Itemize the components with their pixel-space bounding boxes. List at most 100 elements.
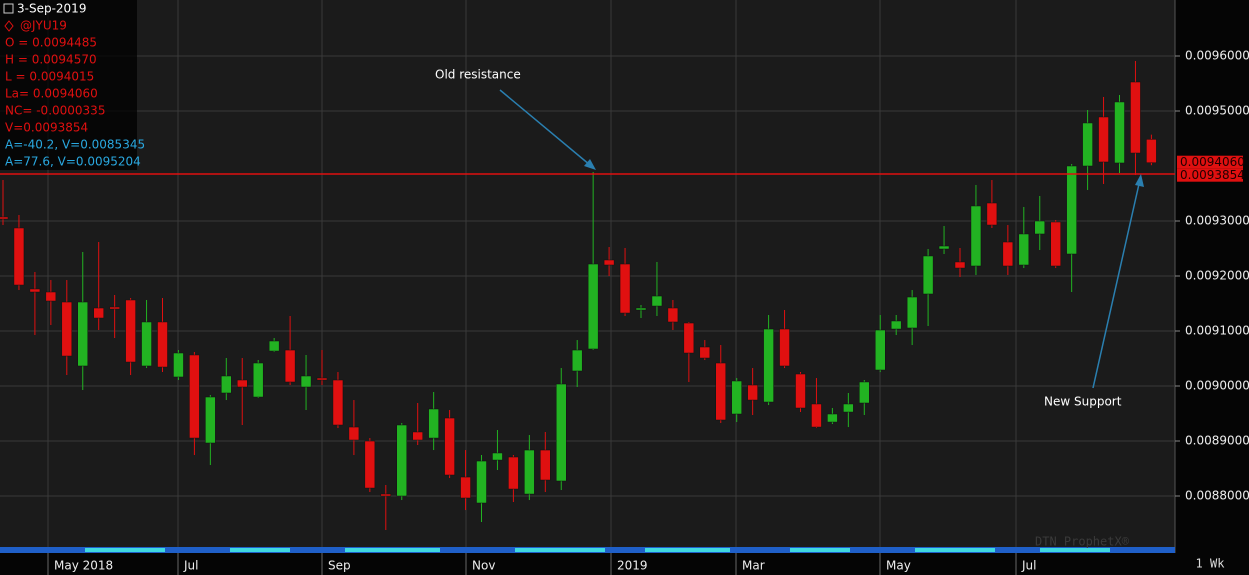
candle-body (859, 381, 870, 404)
candle-body (1018, 233, 1030, 266)
candle-body (125, 299, 136, 363)
candle-body (460, 476, 471, 499)
candle-body (205, 396, 216, 444)
candle-body (1098, 116, 1109, 163)
x-tick-label: Jul (183, 559, 198, 573)
candle-body (316, 377, 328, 381)
y-tick-label: 0.0092000 (1185, 269, 1249, 283)
info-line: La= 0.0094060 (5, 87, 98, 101)
x-tick-label: Sep (328, 559, 351, 573)
info-line: H = 0.0094570 (5, 53, 97, 67)
candle-body (875, 329, 886, 371)
reference-label: 0.0093854 (1180, 168, 1245, 182)
info-line: NC= -0.0000335 (5, 104, 105, 118)
candle-body (221, 375, 232, 394)
y-tick-label: 0.0090000 (1185, 379, 1249, 393)
candle-body (1002, 241, 1014, 267)
y-tick-label: 0.0088000 (1185, 489, 1249, 503)
x-tick-label: 2019 (617, 559, 648, 573)
candle-body (556, 383, 567, 482)
candle-body (683, 322, 695, 354)
candle-body (29, 288, 41, 293)
candle-body (109, 306, 120, 310)
candle-body (364, 440, 376, 489)
x-tick-label: May 2018 (54, 559, 113, 573)
candle-body (571, 349, 583, 372)
last-price-label: 0.0094060 (1180, 155, 1245, 169)
candle-body (986, 202, 998, 226)
candle-body (938, 245, 950, 250)
candle-body (476, 460, 487, 504)
candle-body (1114, 101, 1125, 164)
candle-body (300, 375, 312, 388)
info-panel: 3-Sep-2019 @JYU19 O = 0.0094485 H = 0.009… (0, 0, 145, 170)
candle-body (444, 417, 455, 476)
candle-body (1082, 122, 1093, 167)
candle-body (412, 431, 423, 441)
candle-body (763, 328, 774, 403)
candle-body (524, 449, 535, 495)
candle-body (189, 354, 200, 439)
candle-body (970, 205, 982, 267)
candle-body (954, 261, 966, 269)
candle-body (779, 328, 790, 367)
candle-body (380, 493, 392, 497)
annotation: Old resistance (435, 68, 521, 82)
candle-body (747, 384, 758, 401)
candle-body (635, 307, 647, 311)
candle-body (396, 424, 407, 497)
x-tick-label: Mar (742, 559, 765, 573)
candle-body (93, 307, 104, 319)
x-tick-label: Jul (1021, 559, 1036, 573)
candle-body (141, 321, 152, 367)
interval-label: 1 Wk (1196, 557, 1226, 571)
candle-body (1146, 139, 1157, 163)
candle-body (492, 452, 503, 461)
candle-body (587, 263, 599, 350)
candle-body (906, 296, 918, 329)
candle-body (77, 301, 88, 367)
date-label: 3-Sep-2019 (17, 2, 86, 16)
candle-body (237, 379, 248, 388)
y-tick-label: 0.0095000 (1185, 103, 1249, 117)
candle-body (1050, 221, 1061, 267)
candle-body (651, 295, 663, 307)
candle-body (1130, 81, 1141, 154)
watermark: DTN ProphetX® (1035, 535, 1130, 549)
candle-body (332, 379, 344, 426)
candle-body (1034, 220, 1045, 235)
candle-body (173, 352, 184, 378)
candle-body (540, 449, 551, 481)
candle-body (667, 307, 679, 323)
y-tick-label: 0.0091000 (1185, 324, 1249, 338)
info-line: O = 0.0094485 (5, 36, 97, 50)
y-tick-label: 0.0093000 (1185, 214, 1249, 228)
candle-body (45, 291, 57, 302)
info-line: V=0.0093854 (5, 121, 88, 135)
candle-body (795, 373, 806, 409)
candle-body (731, 380, 742, 415)
y-tick-label: 0.0096000 (1185, 48, 1249, 62)
study-line: A=-40.2, V=0.0085345 (5, 138, 145, 152)
x-axis-area (0, 553, 1249, 575)
candle-body (428, 408, 439, 439)
plot-area (0, 0, 1175, 547)
candle-body (922, 255, 934, 295)
symbol-label: @JYU19 (20, 19, 67, 33)
candle-body (348, 426, 360, 441)
time-strip (0, 547, 1175, 553)
annotation-new-support: New Support (1044, 174, 1144, 409)
candle-body (843, 403, 854, 413)
x-tick-label: May (886, 559, 911, 573)
candle-body (284, 349, 296, 383)
x-tick-label: Nov (472, 559, 495, 573)
y-tick-label: 0.0089000 (1185, 434, 1249, 448)
study-line: A=77.6, V=0.0095204 (5, 155, 141, 169)
candle-body (508, 456, 519, 490)
candle-body (811, 403, 822, 428)
last-price-box (1177, 155, 1243, 169)
candle-body (61, 301, 73, 357)
candle-body (252, 362, 264, 398)
annotation-old-resistance: Old resistance (435, 68, 596, 170)
